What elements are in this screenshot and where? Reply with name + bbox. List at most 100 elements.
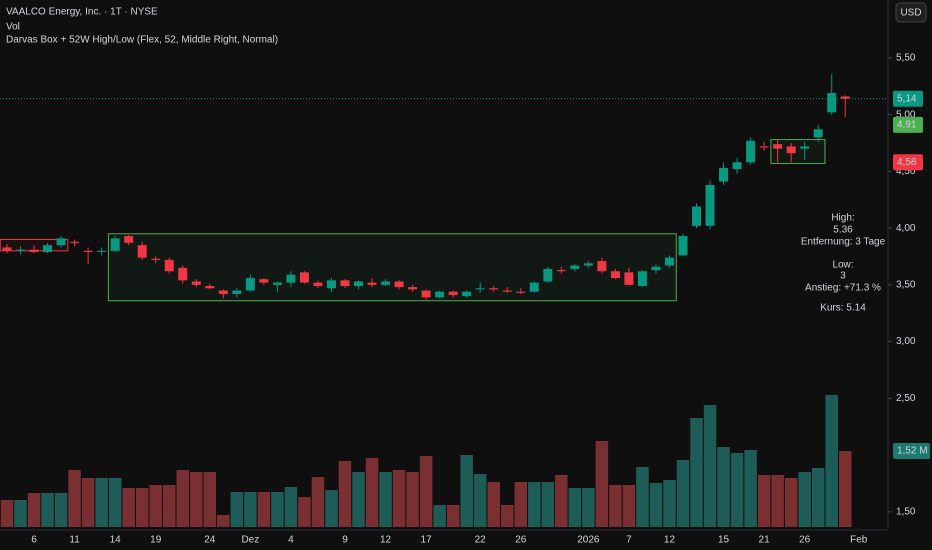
candle-body (813, 129, 823, 138)
x-tick-label: Dez (241, 535, 259, 546)
volume-bar (433, 505, 446, 527)
candle-body (286, 274, 296, 283)
annotation: 3 (840, 271, 846, 282)
volume-bar (325, 490, 338, 527)
candle-body (516, 291, 526, 293)
candle-body (489, 288, 499, 290)
volume-bar (419, 456, 433, 527)
candle-body (340, 280, 350, 286)
price-label-bg (893, 90, 923, 107)
candle-body (664, 257, 674, 266)
chart-title: VAALCO Energy, Inc. · 1T · NYSE (6, 7, 158, 18)
candle-body (678, 236, 688, 256)
candle-body (408, 287, 418, 290)
volume-bar (622, 485, 636, 527)
candle-body (692, 206, 702, 226)
annotation: Kurs: 5.14 (820, 303, 866, 314)
candle-body (827, 93, 837, 113)
candle-body (164, 259, 174, 272)
volume-bar (41, 493, 54, 527)
volume-label-bg (893, 443, 930, 459)
volume-bar (541, 482, 555, 527)
x-tick-label: 6 (31, 535, 37, 546)
candle-body (137, 245, 147, 258)
y-tick-label: 3,50 (896, 280, 916, 291)
volume-bar (271, 492, 284, 527)
candle-body (151, 258, 161, 260)
x-tick-label: 11 (69, 535, 80, 546)
volume-bar (609, 485, 622, 527)
price-label: 4,58 (897, 157, 917, 168)
candle-body (786, 146, 796, 154)
candle-body (70, 241, 80, 243)
currency-button[interactable] (895, 2, 927, 23)
candle-body (110, 238, 120, 251)
candle-body (259, 279, 269, 283)
candle-body (651, 266, 661, 271)
candle-body (705, 184, 715, 226)
candle-body (124, 236, 134, 243)
price-label: 4,91 (897, 119, 917, 130)
volume-bar (528, 482, 541, 527)
candle-body (245, 278, 255, 291)
volume-bar (568, 488, 582, 527)
y-tick-label: 3,00 (896, 336, 916, 347)
candle-body (326, 280, 336, 289)
candle-body (272, 282, 282, 285)
x-tick-label: 12 (664, 535, 676, 546)
volume-bar (284, 487, 298, 527)
volume-bar (162, 485, 176, 527)
volume-bar (690, 418, 703, 527)
currency-label: USD (900, 8, 921, 19)
x-tick-label: 24 (204, 535, 216, 546)
volume-bar (108, 478, 122, 527)
candle-body (597, 261, 607, 272)
candle-body (462, 291, 472, 297)
candle-body (43, 245, 53, 252)
x-tick-label: 26 (515, 535, 527, 546)
x-tick-label: 17 (421, 535, 433, 546)
candle-body (759, 146, 769, 148)
y-tick-label: 5,00 (896, 109, 916, 120)
volume-bar (27, 493, 41, 527)
candle-body (732, 162, 742, 170)
y-tick-label: 2,50 (896, 393, 916, 404)
volume-bar (500, 505, 514, 527)
price-label-bg (893, 116, 923, 133)
volume-bar (149, 485, 162, 527)
candle-body (746, 140, 756, 163)
candle-body (313, 282, 323, 286)
candle-body (97, 250, 107, 252)
volume-bar (649, 483, 663, 527)
volume-bar (744, 450, 757, 527)
candle-body (610, 271, 620, 279)
volume-bar (54, 493, 68, 527)
candle-body (840, 96, 850, 99)
annotation: Low: (832, 260, 853, 271)
candle-body (205, 285, 215, 289)
candle-body (83, 250, 93, 252)
candle-body (570, 265, 580, 269)
candle-body (394, 281, 404, 288)
volume-bar (14, 500, 27, 527)
price-label-bg (893, 154, 923, 171)
volume-bar (460, 455, 473, 527)
volume-bar (798, 472, 811, 527)
volume-bar (406, 472, 419, 527)
candle-body (191, 281, 201, 285)
y-tick-label: 4,00 (896, 223, 916, 234)
y-tick-label: 4,50 (896, 166, 916, 177)
volume-bar (555, 475, 568, 527)
volume-bar (176, 470, 190, 527)
volume-bar (771, 475, 784, 527)
candle-body (800, 146, 810, 149)
x-tick-label: 9 (342, 535, 348, 546)
volume-bar (338, 461, 352, 527)
candle-body (475, 288, 485, 290)
y-tick-label: 5,50 (896, 53, 916, 64)
volume-bar (217, 515, 230, 527)
volume-bar (0, 500, 14, 527)
volume-bar (298, 497, 311, 527)
volume-bar (311, 477, 325, 527)
